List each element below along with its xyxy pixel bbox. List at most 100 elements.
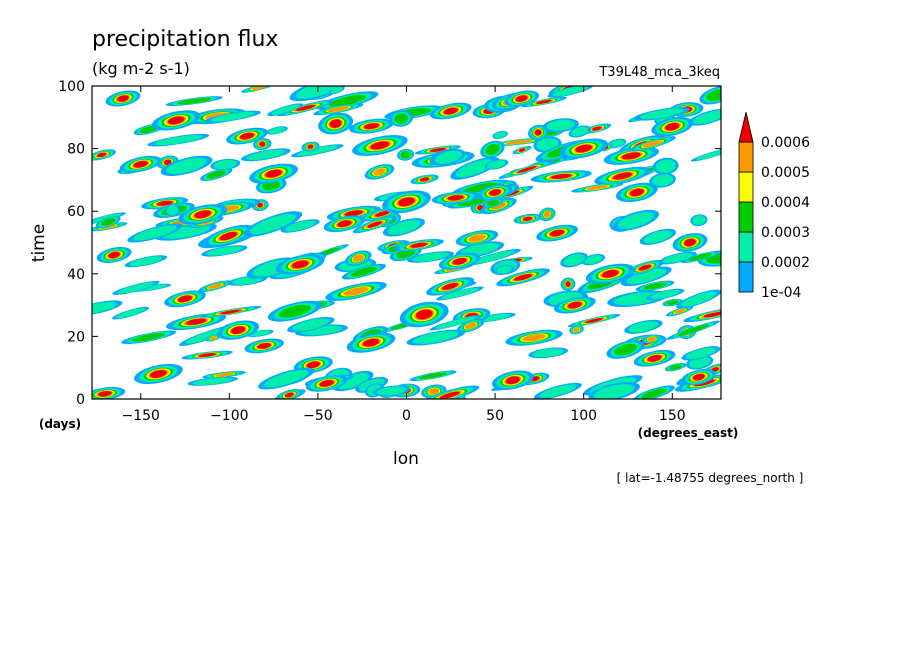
precip-contour bbox=[306, 361, 320, 369]
precip-contour bbox=[669, 364, 682, 370]
precip-contour bbox=[592, 126, 602, 131]
precip-contour bbox=[220, 309, 242, 315]
precip-contour bbox=[163, 159, 172, 165]
precip-maximum bbox=[505, 376, 520, 385]
precip-contour bbox=[628, 321, 659, 333]
precip-contour bbox=[166, 157, 207, 174]
precip-contour bbox=[647, 336, 657, 342]
precip-contour bbox=[563, 253, 585, 266]
chart-title: precipitation flux bbox=[92, 27, 278, 52]
colorbar-label: 1e-04 bbox=[761, 285, 801, 301]
precip-contour bbox=[638, 264, 652, 271]
precip-contour bbox=[363, 123, 380, 130]
precip-maximum bbox=[415, 309, 433, 320]
precip-contour bbox=[419, 177, 430, 182]
precip-contour bbox=[435, 316, 476, 329]
precip-contour bbox=[219, 231, 238, 241]
precip-maximum bbox=[108, 251, 121, 259]
precip-contour bbox=[154, 135, 203, 146]
precip-contour bbox=[198, 353, 216, 357]
precip-contour bbox=[614, 343, 637, 356]
precip-contour bbox=[468, 234, 486, 242]
precip-contour bbox=[472, 250, 515, 264]
precip-contour bbox=[594, 384, 635, 399]
precip-maximum bbox=[167, 116, 185, 125]
y-tick-label: 20 bbox=[67, 329, 85, 345]
precip-maximum bbox=[133, 160, 148, 168]
precip-contour bbox=[487, 160, 506, 169]
precip-contour bbox=[328, 94, 367, 107]
precip-contour bbox=[643, 230, 673, 244]
y-tick-label: 0 bbox=[76, 392, 85, 408]
precip-contour bbox=[161, 224, 211, 239]
precip-contour bbox=[268, 127, 286, 134]
precip-contour bbox=[327, 106, 349, 113]
precip-contour bbox=[410, 242, 428, 248]
precip-contour bbox=[612, 172, 633, 180]
precip-contour bbox=[387, 220, 421, 235]
precip-contour bbox=[571, 126, 589, 137]
precip-contour bbox=[586, 185, 609, 191]
precip-contour bbox=[206, 246, 243, 256]
x-tick-label: −50 bbox=[303, 408, 333, 424]
precip-contour bbox=[208, 283, 223, 289]
precip-maximum bbox=[319, 379, 334, 387]
precip-maximum bbox=[362, 338, 380, 347]
precip-maximum bbox=[194, 210, 212, 219]
precip-contour bbox=[92, 301, 117, 315]
precip-contour bbox=[259, 141, 266, 147]
precip-maximum bbox=[370, 141, 390, 150]
precip-contour bbox=[343, 286, 369, 296]
precip-contour bbox=[337, 373, 369, 390]
colorbar-overflow-triangle bbox=[738, 111, 754, 143]
precip-contour bbox=[621, 152, 641, 160]
precip-contour bbox=[214, 372, 234, 377]
precip-contour bbox=[213, 159, 237, 170]
precip-maximum bbox=[443, 107, 458, 115]
precip-contour bbox=[374, 210, 390, 217]
y-tick-label: 60 bbox=[67, 204, 85, 220]
precip-contour bbox=[116, 308, 146, 319]
precip-contour bbox=[460, 243, 499, 257]
colorbar: 1e-04 0.0002 0.0003 0.0004 0.0005 0.0006 bbox=[738, 111, 810, 301]
precip-contour bbox=[206, 170, 226, 179]
precip-contour bbox=[552, 86, 589, 97]
precip-contour bbox=[532, 348, 564, 358]
precip-maximum bbox=[337, 220, 352, 228]
precip-contour bbox=[584, 255, 603, 265]
x-tick-label: 150 bbox=[659, 408, 686, 424]
precip-contour bbox=[418, 372, 448, 380]
precip-maximum bbox=[550, 229, 565, 237]
precip-contour bbox=[210, 335, 217, 340]
x-axis-label: lon bbox=[393, 449, 419, 469]
precip-contour bbox=[376, 386, 407, 396]
precip-contour bbox=[249, 330, 271, 337]
precip-maximum bbox=[329, 119, 342, 128]
precip-contour bbox=[129, 256, 163, 267]
precip-contour bbox=[518, 148, 526, 152]
precip-contour bbox=[543, 211, 551, 218]
precip-contour bbox=[688, 253, 712, 261]
precip-contour bbox=[430, 147, 446, 152]
latitude-annotation: [ lat=-1.48755 degrees_north ] bbox=[617, 471, 804, 485]
precip-maximum bbox=[231, 326, 246, 335]
precip-contour bbox=[642, 140, 663, 148]
precip-contour bbox=[513, 273, 533, 281]
precip-contour bbox=[271, 104, 300, 115]
precip-contour bbox=[177, 97, 212, 105]
precip-maximum bbox=[665, 122, 680, 131]
precip-contour bbox=[643, 282, 667, 290]
precip-contour bbox=[441, 282, 459, 290]
precip-contour bbox=[92, 213, 122, 224]
precip-maximum bbox=[567, 301, 582, 309]
colorbar-label: 0.0006 bbox=[761, 135, 810, 151]
y-tick-label: 100 bbox=[58, 79, 85, 95]
precip-contour bbox=[400, 150, 411, 159]
precip-contour bbox=[330, 87, 344, 94]
precip-contour bbox=[193, 377, 233, 385]
experiment-label: T39L48_mca_3keq bbox=[598, 65, 720, 80]
precip-maximum bbox=[692, 373, 705, 381]
precip-contour bbox=[185, 318, 207, 326]
x-axis: −150 −100 −50 0 50 100 150 bbox=[121, 86, 686, 424]
